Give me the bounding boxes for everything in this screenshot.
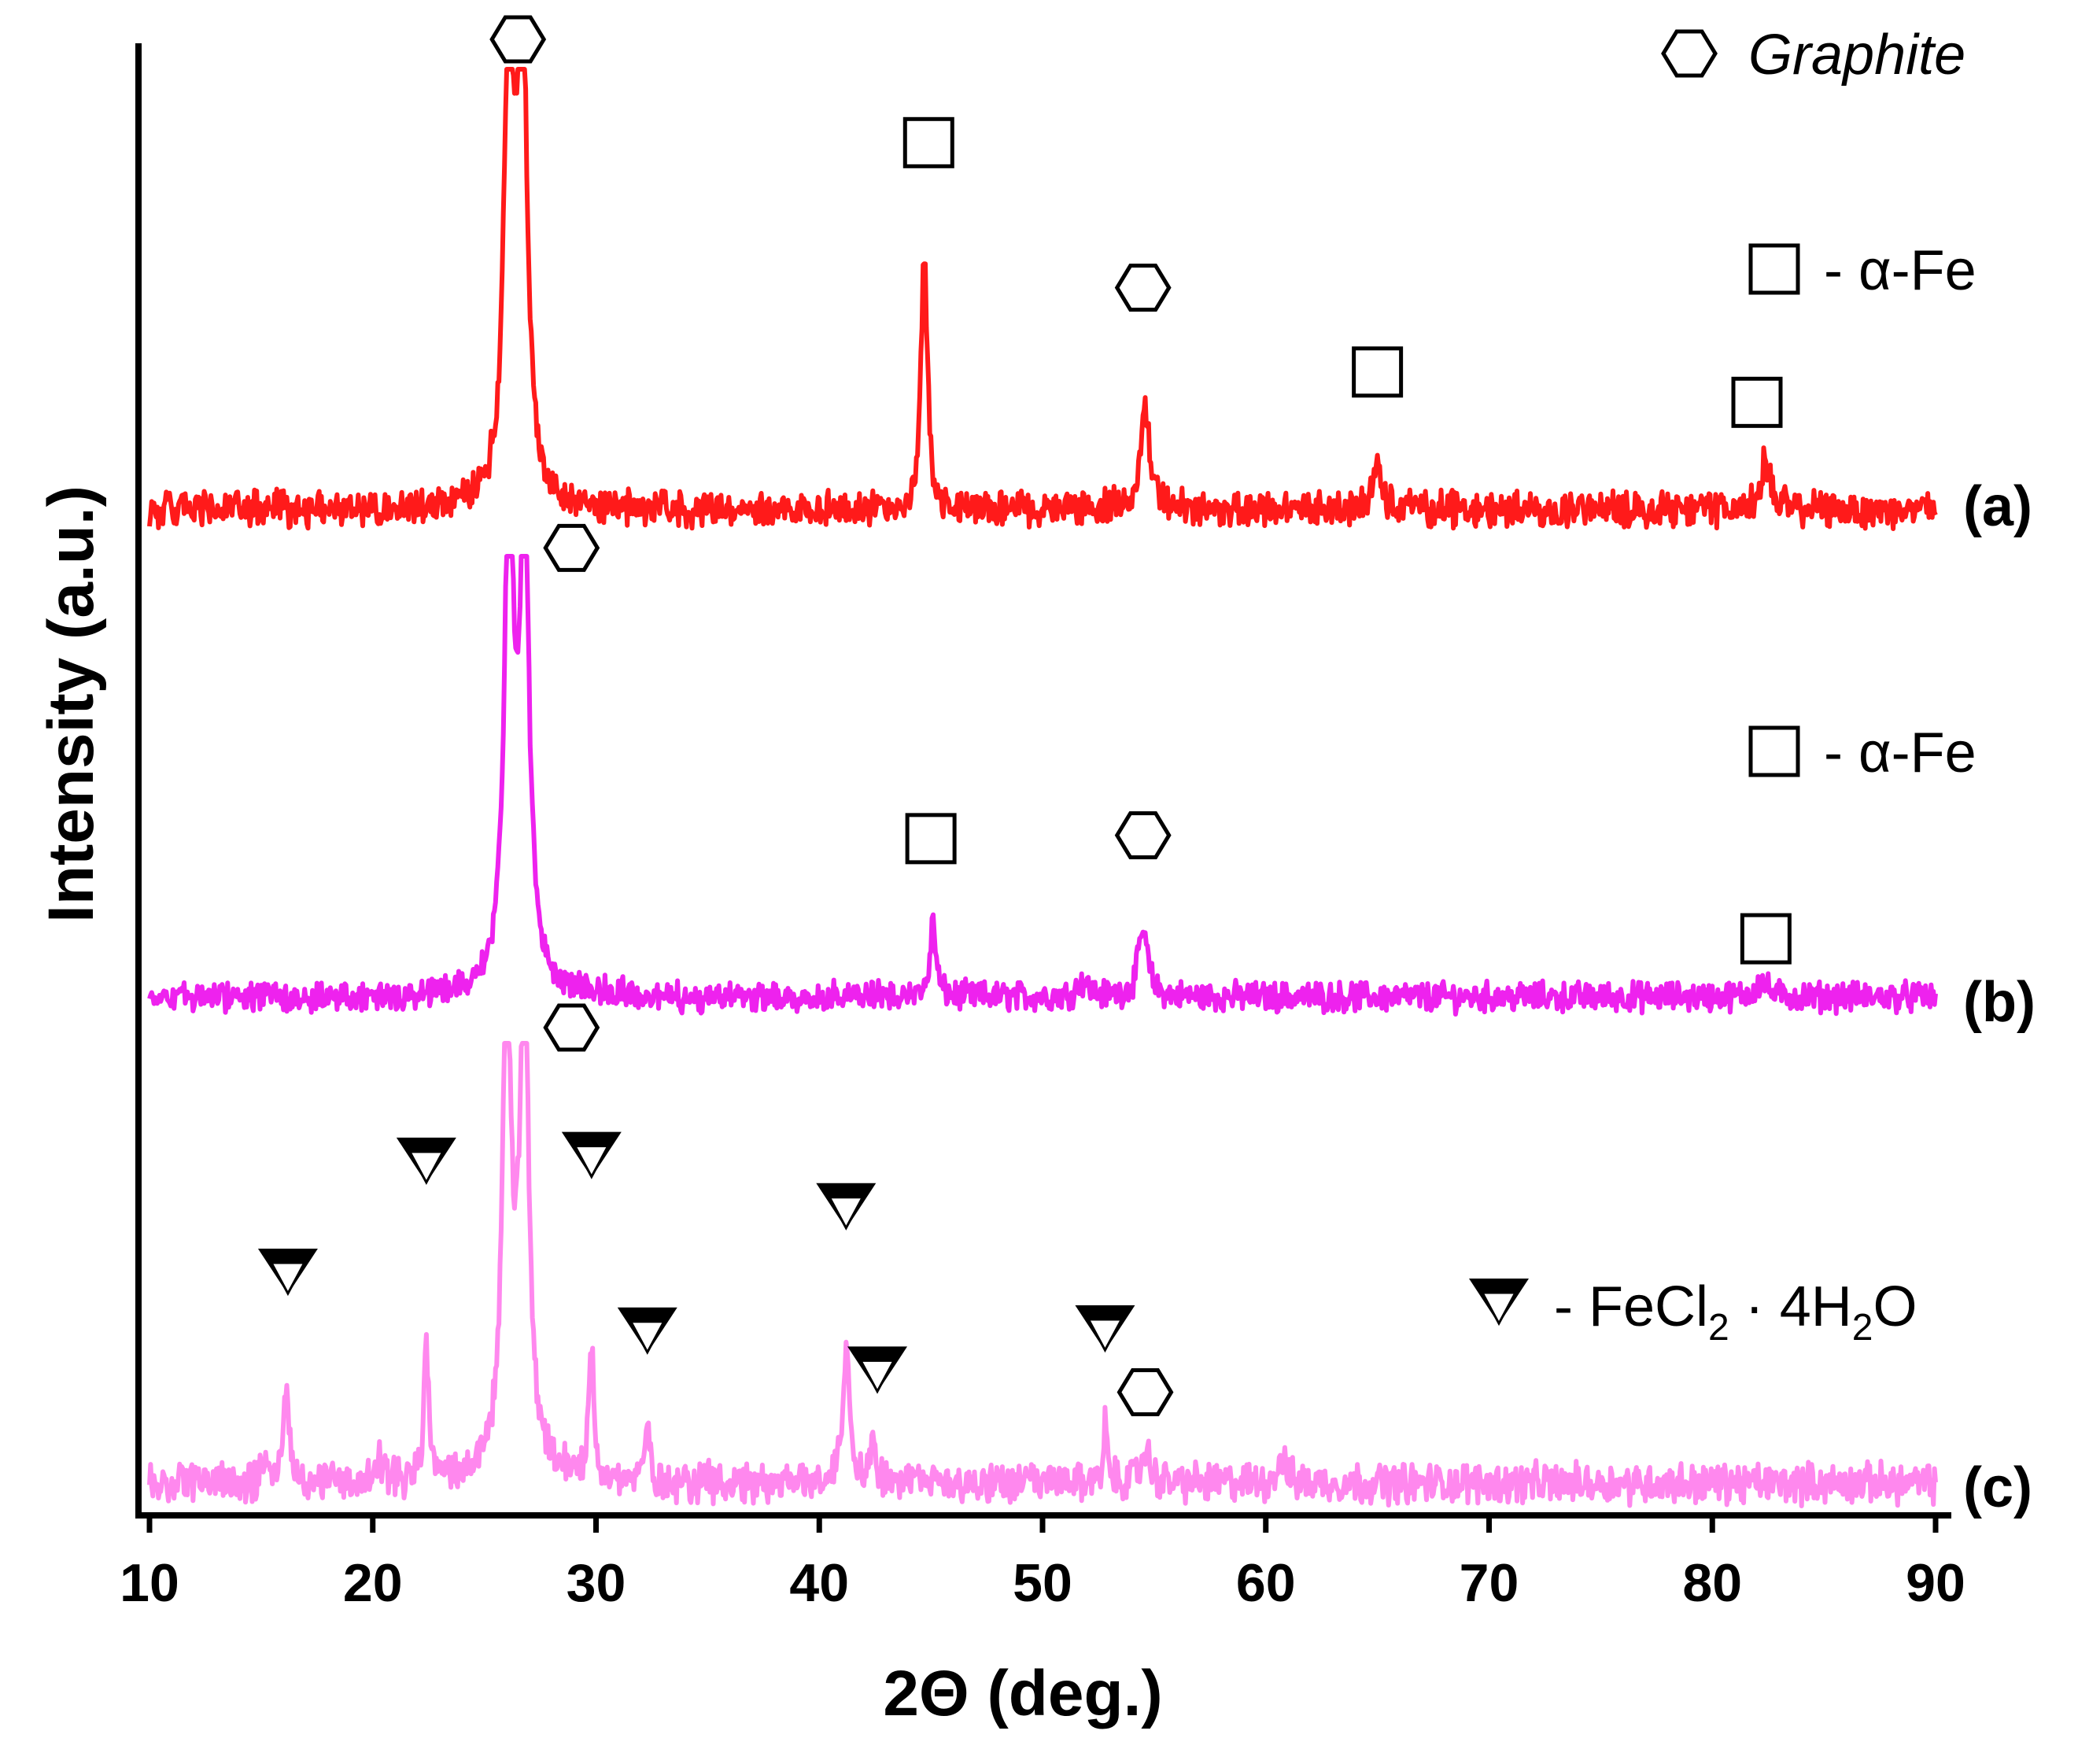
- legend-graphite: Graphite: [1663, 24, 1965, 87]
- x-tick-label: 80: [1682, 1553, 1742, 1613]
- triangle-icon: [257, 1247, 319, 1296]
- square-icon: [1751, 245, 1798, 293]
- hexagon-icon: [545, 526, 597, 570]
- x-tick-label: 20: [343, 1553, 403, 1613]
- x-tick-label: 90: [1906, 1553, 1965, 1613]
- x-tick-label: 70: [1460, 1553, 1519, 1613]
- series-layer: [147, 17, 1938, 1508]
- triangle-icon: [1467, 1277, 1530, 1326]
- legend-fecl2: - FeCl2 · 4H2O: [1467, 1275, 1917, 1349]
- triangle-icon: [395, 1136, 458, 1185]
- triangle-icon: [846, 1345, 909, 1393]
- hexagon-icon: [1663, 31, 1715, 76]
- y-axis-title: Intensity (a.u.): [35, 485, 107, 923]
- triangle-icon: [814, 1182, 877, 1231]
- x-axis-ticks: 10 20 30 40 50 60 70 80 90: [120, 1515, 1965, 1613]
- square-icon: [1742, 915, 1789, 962]
- series-line-b: [147, 554, 1938, 1017]
- series-line-c: [147, 1041, 1938, 1508]
- triangle-icon: [616, 1306, 679, 1355]
- square-icon: [905, 119, 952, 166]
- legend-alpha-fe-mid: - α-Fe: [1751, 721, 1976, 784]
- square-icon: [1751, 728, 1798, 775]
- legend-graphite-text: Graphite: [1748, 24, 1965, 87]
- hexagon-icon: [1120, 1370, 1172, 1414]
- series-label-c: (c): [1963, 1456, 2032, 1519]
- square-icon: [907, 815, 954, 862]
- series-label-a: (a): [1963, 475, 2032, 538]
- triangle-icon: [560, 1131, 623, 1179]
- x-axis-title: 2Θ (deg.): [883, 1658, 1162, 1729]
- series-line-a: [147, 67, 1938, 531]
- hexagon-icon: [545, 1006, 597, 1050]
- x-tick-label: 40: [789, 1553, 849, 1613]
- square-icon: [1733, 378, 1781, 426]
- triangle-icon: [1073, 1304, 1136, 1353]
- series-label-b: (b): [1963, 971, 2036, 1034]
- hexagon-icon: [492, 17, 544, 61]
- hexagon-icon: [1117, 266, 1169, 310]
- legend-alpha-fe-top: - α-Fe: [1751, 239, 1976, 302]
- x-tick-label: 10: [120, 1553, 179, 1613]
- legend-fecl2-text: - FeCl2 · 4H2O: [1554, 1275, 1917, 1349]
- hexagon-icon: [1117, 814, 1169, 858]
- x-tick-label: 50: [1013, 1553, 1072, 1613]
- legend-alpha-fe-top-text: - α-Fe: [1824, 239, 1976, 302]
- x-tick-label: 60: [1236, 1553, 1296, 1613]
- square-icon: [1354, 349, 1401, 396]
- legend-alpha-fe-mid-text: - α-Fe: [1824, 721, 1976, 784]
- x-tick-label: 30: [567, 1553, 626, 1613]
